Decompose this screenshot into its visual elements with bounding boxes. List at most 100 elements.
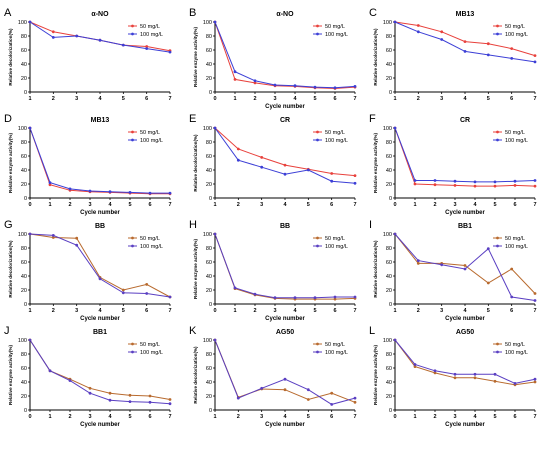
x-tick-label: 0 [213, 308, 216, 314]
panel-label: L [369, 325, 375, 337]
data-point [393, 338, 397, 342]
panel-label: E [189, 113, 196, 125]
x-tick-label: 0 [28, 414, 31, 420]
data-point [273, 296, 277, 300]
data-point [463, 50, 467, 53]
y-tick-label: 60 [21, 366, 27, 372]
y-tick-label: 20 [21, 76, 27, 82]
y-tick-label: 100 [203, 20, 212, 26]
legend-label: 50 mg/L [325, 130, 345, 136]
x-tick-label: 7 [533, 96, 536, 102]
data-point [333, 86, 337, 90]
y-tick-label: 60 [206, 154, 212, 160]
panel-label: H [189, 219, 197, 231]
y-tick-label: 100 [203, 338, 212, 344]
legend-marker [316, 244, 319, 248]
x-tick-label: 7 [353, 202, 356, 208]
x-axis-label: Cycle number [80, 422, 120, 428]
data-point [145, 292, 149, 295]
legend-label: 100 mg/L [505, 32, 528, 38]
y-axis-label: Relative enzyme activity(%) [8, 133, 13, 193]
data-point [253, 79, 257, 83]
panel-label: K [189, 325, 197, 337]
y-tick-label: 60 [21, 154, 27, 160]
data-point [473, 372, 477, 376]
data-point [145, 283, 149, 286]
x-tick-label: 5 [128, 202, 131, 208]
y-tick-label: 80 [21, 140, 27, 146]
x-tick-label: 2 [68, 202, 71, 208]
y-tick-label: 0 [389, 90, 392, 96]
y-tick-label: 0 [24, 196, 27, 202]
x-tick-label: 6 [510, 96, 513, 102]
legend-marker [316, 236, 319, 240]
data-point [473, 376, 477, 380]
x-tick-label: 5 [493, 202, 496, 208]
data-point [260, 165, 264, 169]
data-point [353, 295, 357, 299]
x-axis-label: Cycle number [80, 210, 120, 216]
x-tick-label: 2 [52, 308, 55, 314]
y-axis-label: Relative enzyme activity(%) [8, 345, 13, 405]
data-point [213, 232, 217, 236]
legend-label: 50 mg/L [140, 342, 160, 348]
data-point [493, 372, 497, 376]
x-tick-label: 7 [533, 202, 536, 208]
y-tick-label: 0 [24, 90, 27, 96]
x-tick-label: 6 [513, 414, 516, 420]
x-tick-label: 2 [417, 308, 420, 314]
y-tick-label: 20 [21, 182, 27, 188]
y-tick-label: 100 [383, 338, 392, 344]
y-tick-label: 100 [18, 232, 27, 238]
y-tick-label: 100 [203, 126, 212, 132]
legend-marker [316, 342, 319, 346]
x-axis-label: Cycle number [265, 104, 305, 110]
y-tick-label: 100 [203, 232, 212, 238]
data-point [293, 296, 297, 300]
x-tick-label: 5 [307, 414, 310, 420]
y-tick-label: 0 [389, 408, 392, 414]
legend-label: 50 mg/L [325, 236, 345, 242]
x-tick-label: 7 [533, 308, 536, 314]
data-point [145, 45, 149, 48]
legend-marker [316, 24, 319, 28]
data-point [533, 380, 537, 384]
data-point [306, 168, 310, 172]
x-tick-label: 6 [513, 202, 516, 208]
data-point [510, 57, 514, 60]
x-tick-label: 4 [98, 308, 102, 314]
data-point [168, 191, 172, 195]
x-tick-label: 4 [473, 414, 477, 420]
x-tick-label: 5 [307, 202, 310, 208]
x-tick-label: 3 [453, 414, 456, 420]
legend-marker [496, 130, 499, 134]
legend-marker [131, 32, 134, 36]
data-point [306, 398, 310, 401]
data-point [306, 388, 310, 392]
legend-label: 100 mg/L [140, 32, 163, 38]
series-line-100 [29, 127, 170, 194]
data-point [253, 81, 257, 85]
y-tick-label: 0 [209, 408, 212, 414]
y-tick-label: 80 [386, 34, 392, 40]
data-point [463, 40, 467, 43]
x-tick-label: 1 [48, 202, 51, 208]
series-line-50 [394, 233, 536, 294]
chart-title: BB1 [458, 223, 472, 230]
x-tick-label: 6 [510, 308, 513, 314]
data-point [293, 84, 297, 88]
data-point [353, 400, 357, 404]
data-point [51, 236, 55, 239]
y-tick-label: 80 [21, 352, 27, 358]
chart-title: α-NO [91, 11, 109, 18]
panel-label: D [4, 113, 12, 125]
y-tick-label: 100 [383, 20, 392, 26]
legend-label: 100 mg/L [325, 244, 348, 250]
y-tick-label: 100 [18, 126, 27, 132]
data-point [148, 191, 152, 195]
data-point [283, 163, 287, 167]
x-tick-label: 3 [453, 202, 456, 208]
x-tick-label: 7 [353, 414, 356, 420]
series-line-100 [214, 233, 355, 299]
y-tick-label: 20 [206, 76, 212, 82]
